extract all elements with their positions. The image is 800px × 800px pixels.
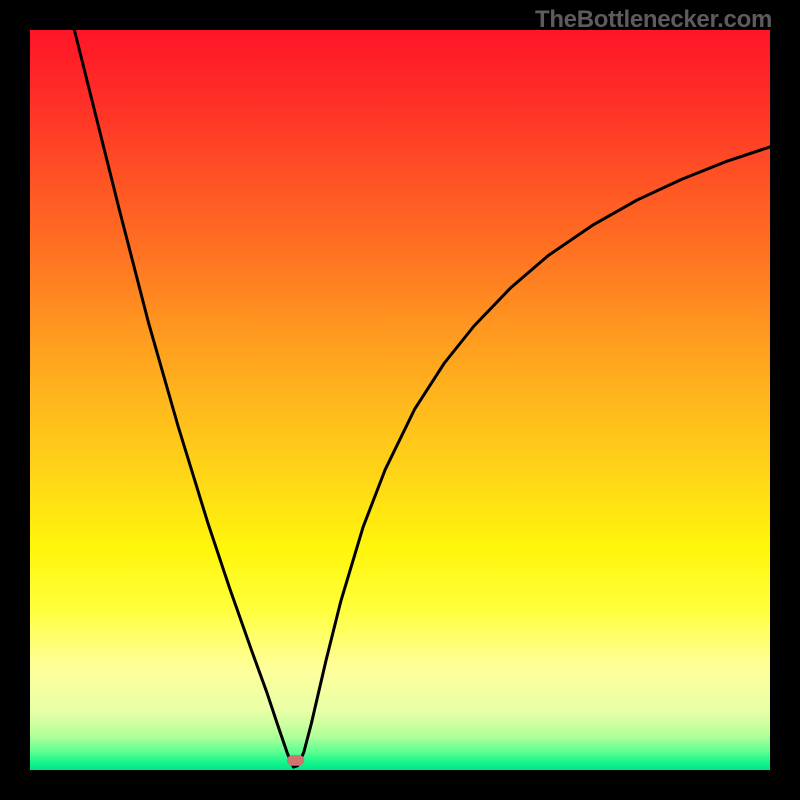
plot-svg <box>30 30 770 770</box>
gradient-background <box>30 30 770 770</box>
chart-frame: TheBottlenecker.com <box>0 0 800 800</box>
optimal-point-marker <box>288 756 304 766</box>
plot-area <box>30 30 770 770</box>
